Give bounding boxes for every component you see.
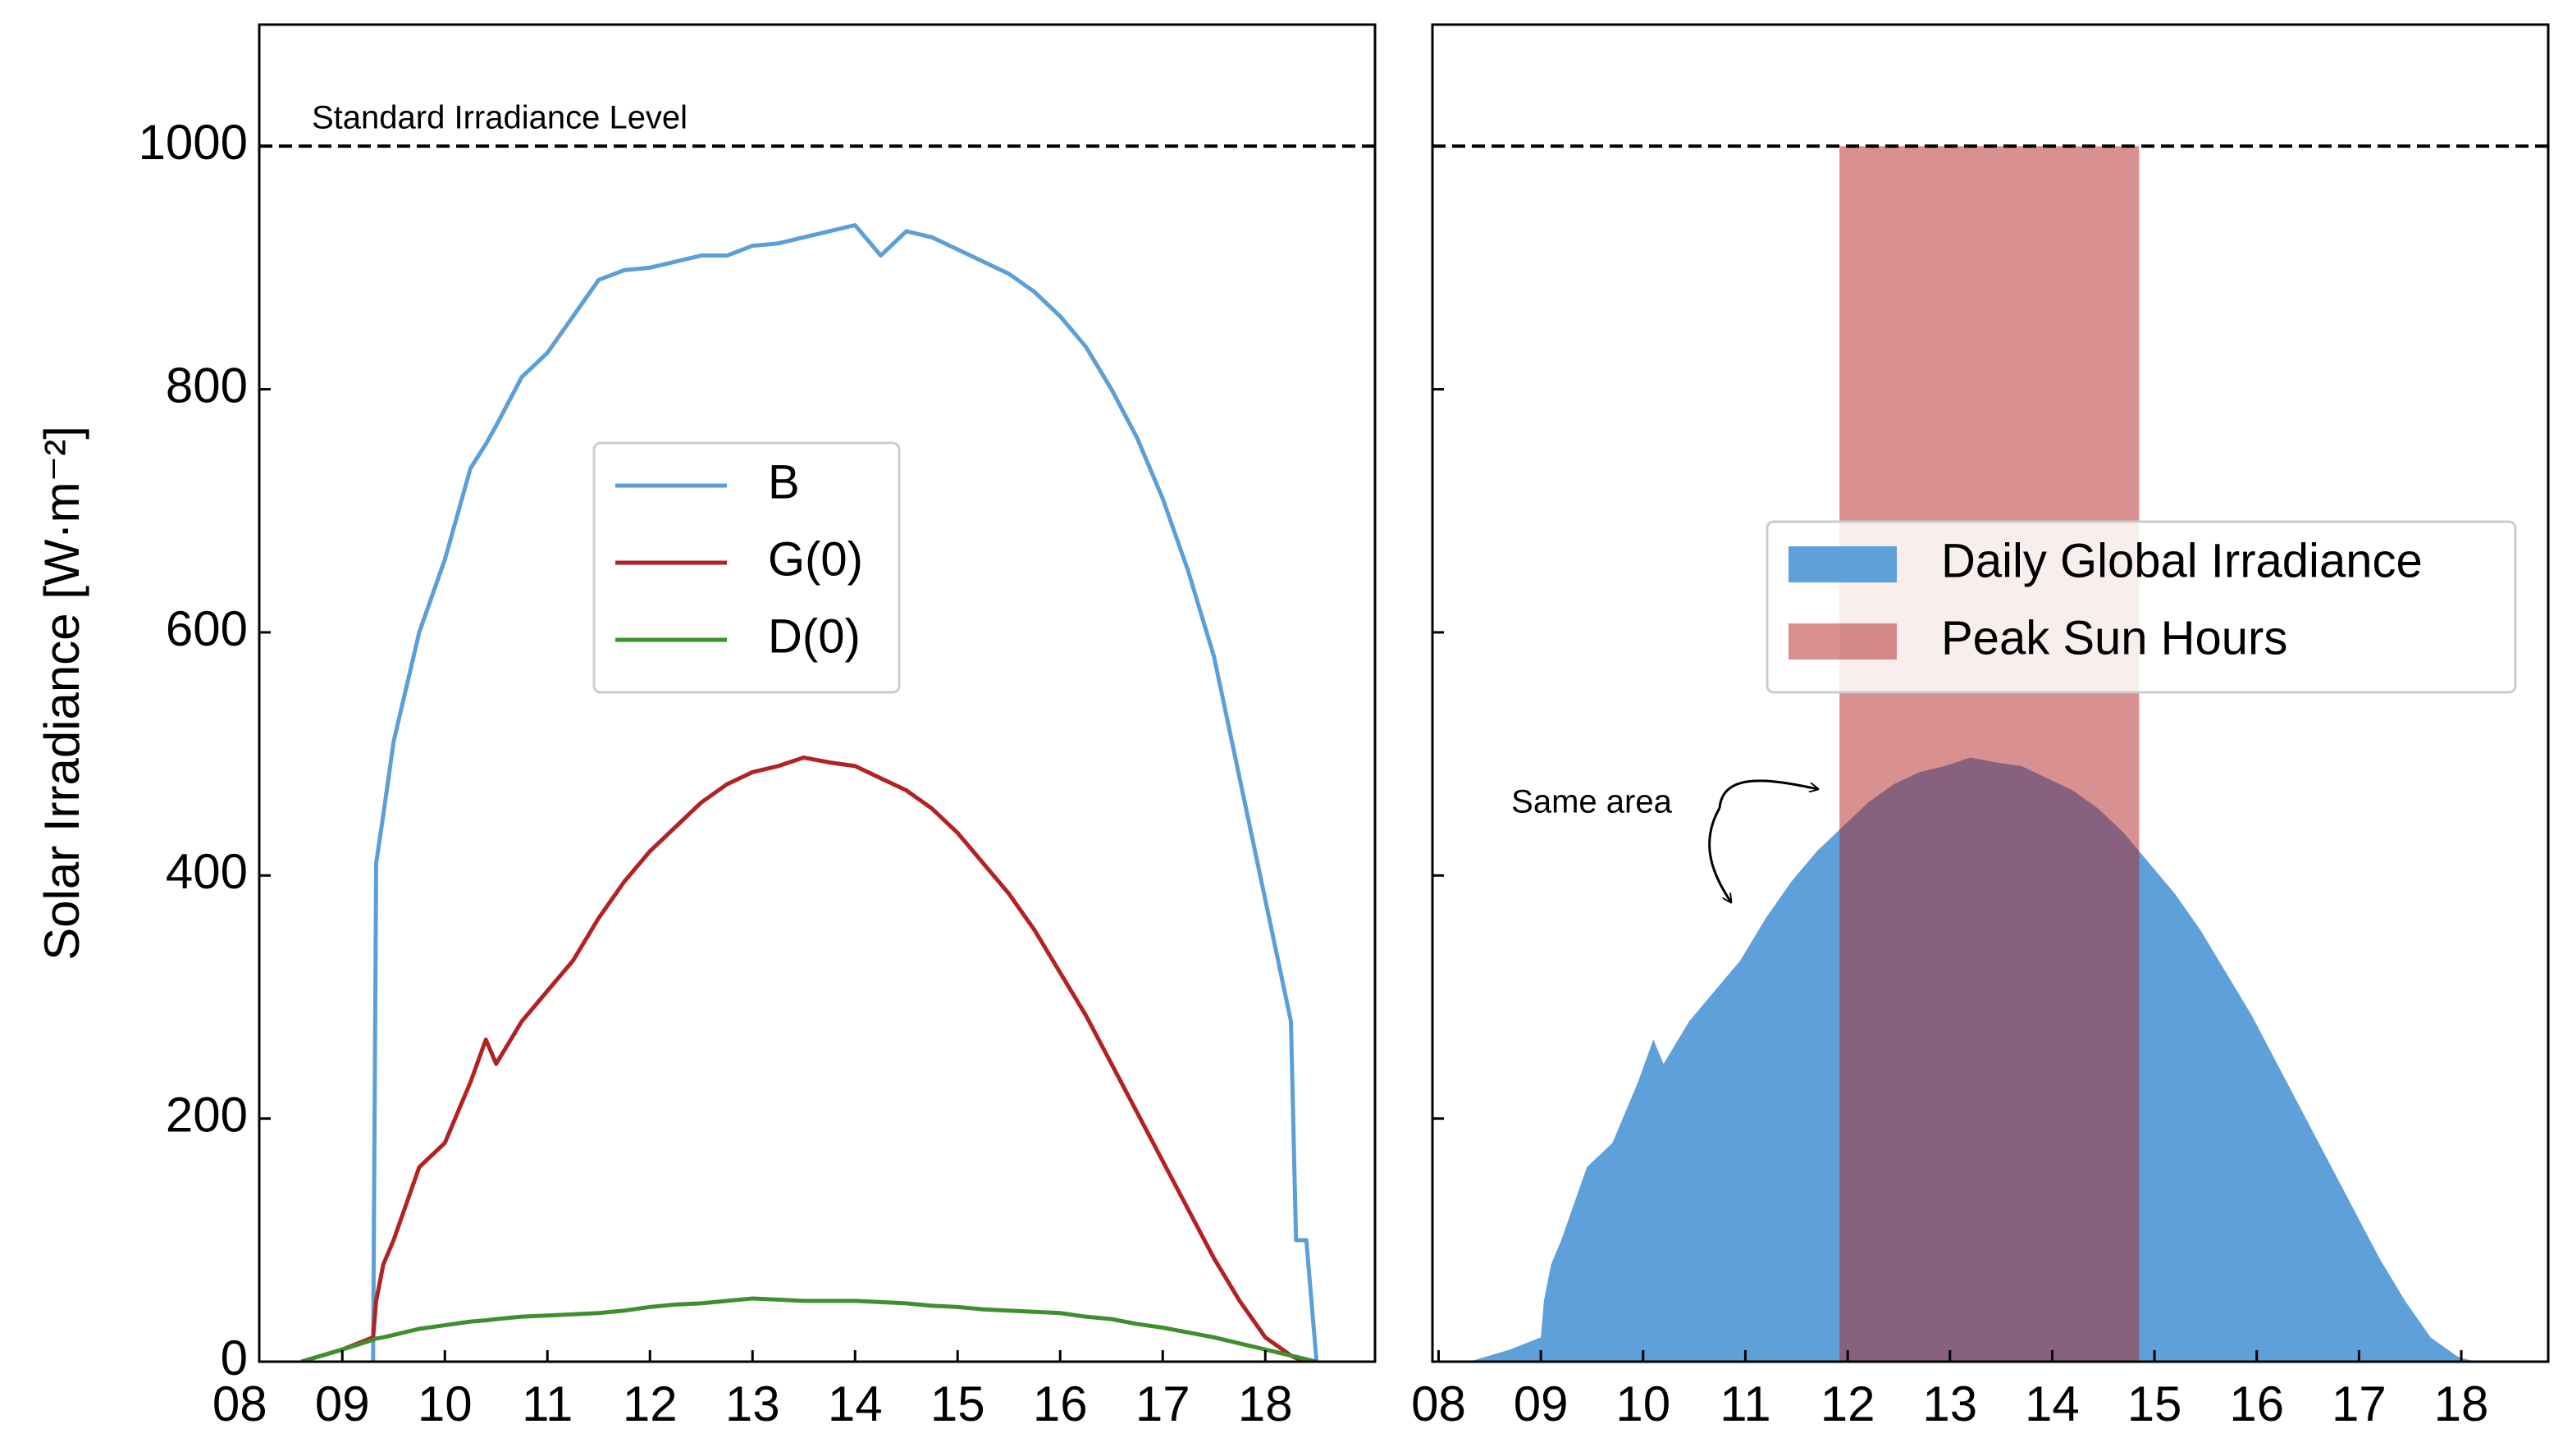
plot-area: [1469, 146, 2482, 1362]
series-line: [300, 755, 1318, 1362]
series-line: [371, 223, 1319, 1362]
x-tick-label: 09: [315, 1376, 370, 1431]
peak-sun-hours-span: [1839, 146, 2140, 1362]
y-tick-label: 400: [166, 844, 248, 899]
x-tick-label: 14: [828, 1376, 883, 1431]
x-tick-label: 16: [2229, 1376, 2284, 1431]
legend-label: B: [768, 455, 800, 509]
y-tick-label: 800: [166, 358, 248, 413]
x-tick-label: 17: [2332, 1376, 2387, 1431]
plot-area: [300, 223, 1319, 1362]
x-tick-label: 13: [725, 1376, 780, 1431]
x-tick-label: 12: [1821, 1376, 1875, 1431]
x-tick-label: 08: [1411, 1376, 1466, 1431]
x-tick-label: 08: [212, 1376, 267, 1431]
x-tick-label: 15: [2127, 1376, 2182, 1431]
x-tick-label: 10: [418, 1376, 473, 1431]
legend-label: Peak Sun Hours: [1941, 611, 2287, 664]
x-tick-label: 10: [1615, 1376, 1670, 1431]
legend-swatch: [1789, 623, 1897, 660]
y-tick-label: 0: [221, 1330, 248, 1385]
x-tick-label: 12: [623, 1376, 678, 1431]
x-tick-label: 09: [1514, 1376, 1569, 1431]
legend-label: D(0): [768, 609, 861, 663]
axes-frame: [258, 23, 1377, 1363]
legend-label: G(0): [768, 532, 863, 586]
series-line: [300, 1296, 1318, 1362]
x-tick-label: 18: [2434, 1376, 2489, 1431]
axes-frame: [1431, 23, 2550, 1363]
legend-label: Daily Global Irradiance: [1941, 534, 2423, 587]
annotation: Same area: [1511, 784, 1672, 820]
x-tick-label: 11: [522, 1376, 573, 1431]
x-tick-label: 11: [1720, 1376, 1770, 1431]
legend-box: [1766, 520, 2517, 694]
annotation-arrow: [1718, 779, 1818, 809]
x-tick-label: 14: [2025, 1376, 2080, 1431]
x-tick-label: 13: [1922, 1376, 1977, 1431]
x-tick-label: 16: [1033, 1376, 1088, 1431]
reference-label: Standard Irradiance Level: [312, 100, 688, 136]
x-tick-label: 17: [1135, 1376, 1190, 1431]
x-tick-label: 18: [1238, 1376, 1293, 1431]
legend-box: [592, 441, 901, 694]
y-tick-label: 600: [166, 601, 248, 656]
annotation-arrow: [1708, 807, 1731, 902]
legend-swatch: [1789, 546, 1897, 582]
x-tick-label: 15: [930, 1376, 985, 1431]
y-axis-label: Solar Irradiance [W·m⁻²]: [34, 426, 89, 961]
y-tick-label: 200: [166, 1087, 248, 1142]
y-tick-label: 1000: [139, 115, 248, 170]
